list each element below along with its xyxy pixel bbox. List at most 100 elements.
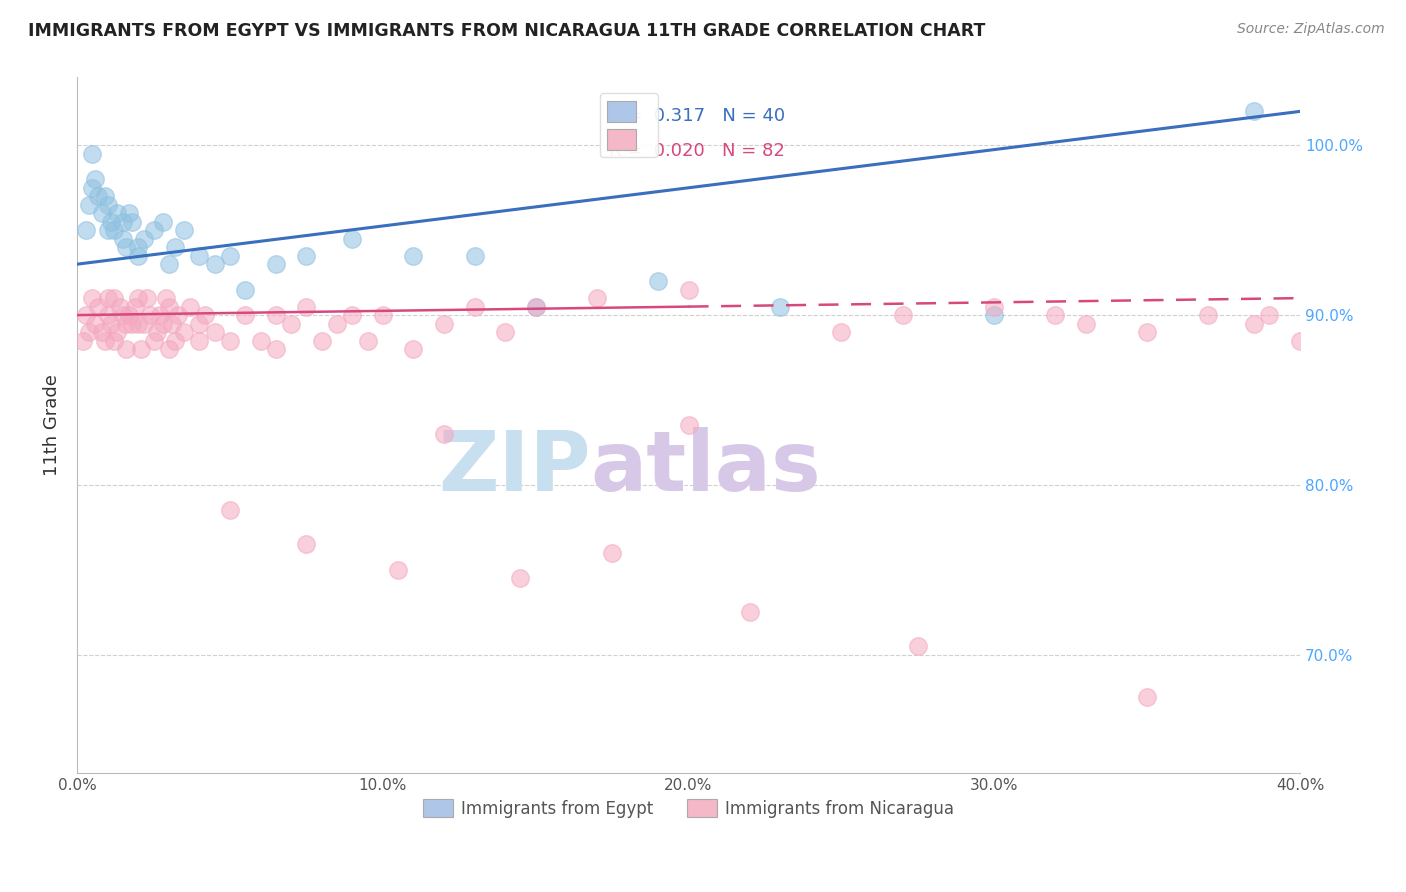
Point [509,571,531,585]
Point [97,223,120,237]
Point [139,308,162,322]
Point [342,232,364,246]
Point [1243,317,1265,331]
Point [295,537,318,551]
Point [402,249,425,263]
Point [524,300,547,314]
Point [115,317,138,331]
Point [219,503,242,517]
Point [769,300,792,314]
Point [75,223,97,237]
Point [433,426,456,441]
Point [326,317,349,331]
Point [647,274,669,288]
Point [585,291,607,305]
Point [600,546,623,560]
Point [464,249,486,263]
Text: IMMIGRANTS FROM EGYPT VS IMMIGRANTS FROM NICARAGUA 11TH GRADE CORRELATION CHART: IMMIGRANTS FROM EGYPT VS IMMIGRANTS FROM… [28,22,986,40]
Point [103,223,125,237]
Point [1136,690,1159,704]
Point [115,240,138,254]
Point [157,257,180,271]
Point [188,334,211,348]
Point [118,308,141,322]
Point [163,240,186,254]
Point [494,325,516,339]
Point [97,291,120,305]
Point [157,300,180,314]
Point [108,300,131,314]
Point [1243,104,1265,119]
Point [134,232,156,246]
Point [233,283,256,297]
Point [1074,317,1097,331]
Point [983,308,1005,322]
Point [678,283,700,297]
Point [1289,334,1312,348]
Point [219,249,242,263]
Point [155,291,177,305]
Point [145,325,167,339]
Point [342,308,364,322]
Point [111,215,134,229]
Text: atlas: atlas [591,426,821,508]
Point [149,308,172,322]
Point [402,342,425,356]
Point [160,317,183,331]
Point [264,257,287,271]
Text: Source: ZipAtlas.com: Source: ZipAtlas.com [1237,22,1385,37]
Point [152,215,174,229]
Point [173,223,195,237]
Point [152,317,174,331]
Point [129,342,152,356]
Point [90,206,112,220]
Point [356,334,378,348]
Point [157,342,180,356]
Point [82,146,104,161]
Point [524,300,547,314]
Point [1045,308,1067,322]
Point [97,308,120,322]
Point [82,291,104,305]
Point [124,300,146,314]
Point [387,563,409,577]
Point [103,291,125,305]
Point [127,291,149,305]
Point [464,300,486,314]
Point [75,308,97,322]
Point [97,198,120,212]
Point [233,308,256,322]
Point [111,308,134,322]
Point [738,605,761,619]
Point [983,300,1005,314]
Text: R =  0.020   N = 82: R = 0.020 N = 82 [609,142,785,160]
Point [188,249,211,263]
Point [280,317,302,331]
Point [103,334,125,348]
Point [87,189,110,203]
Point [678,418,700,433]
Point [82,181,104,195]
Point [371,308,394,322]
Point [204,257,226,271]
Point [830,325,852,339]
Text: ZIP: ZIP [439,426,591,508]
Point [79,198,101,212]
Point [127,240,149,254]
Point [84,172,107,186]
Point [100,317,122,331]
Point [127,317,149,331]
Point [127,249,149,263]
Point [105,325,128,339]
Y-axis label: 11th Grade: 11th Grade [44,375,60,476]
Text: R =  0.317   N = 40: R = 0.317 N = 40 [609,107,785,125]
Point [134,317,156,331]
Point [179,300,201,314]
Point [264,308,287,322]
Point [100,215,122,229]
Point [72,334,94,348]
Legend: Immigrants from Egypt, Immigrants from Nicaragua: Immigrants from Egypt, Immigrants from N… [416,793,960,824]
Point [433,317,456,331]
Point [115,342,138,356]
Point [93,189,115,203]
